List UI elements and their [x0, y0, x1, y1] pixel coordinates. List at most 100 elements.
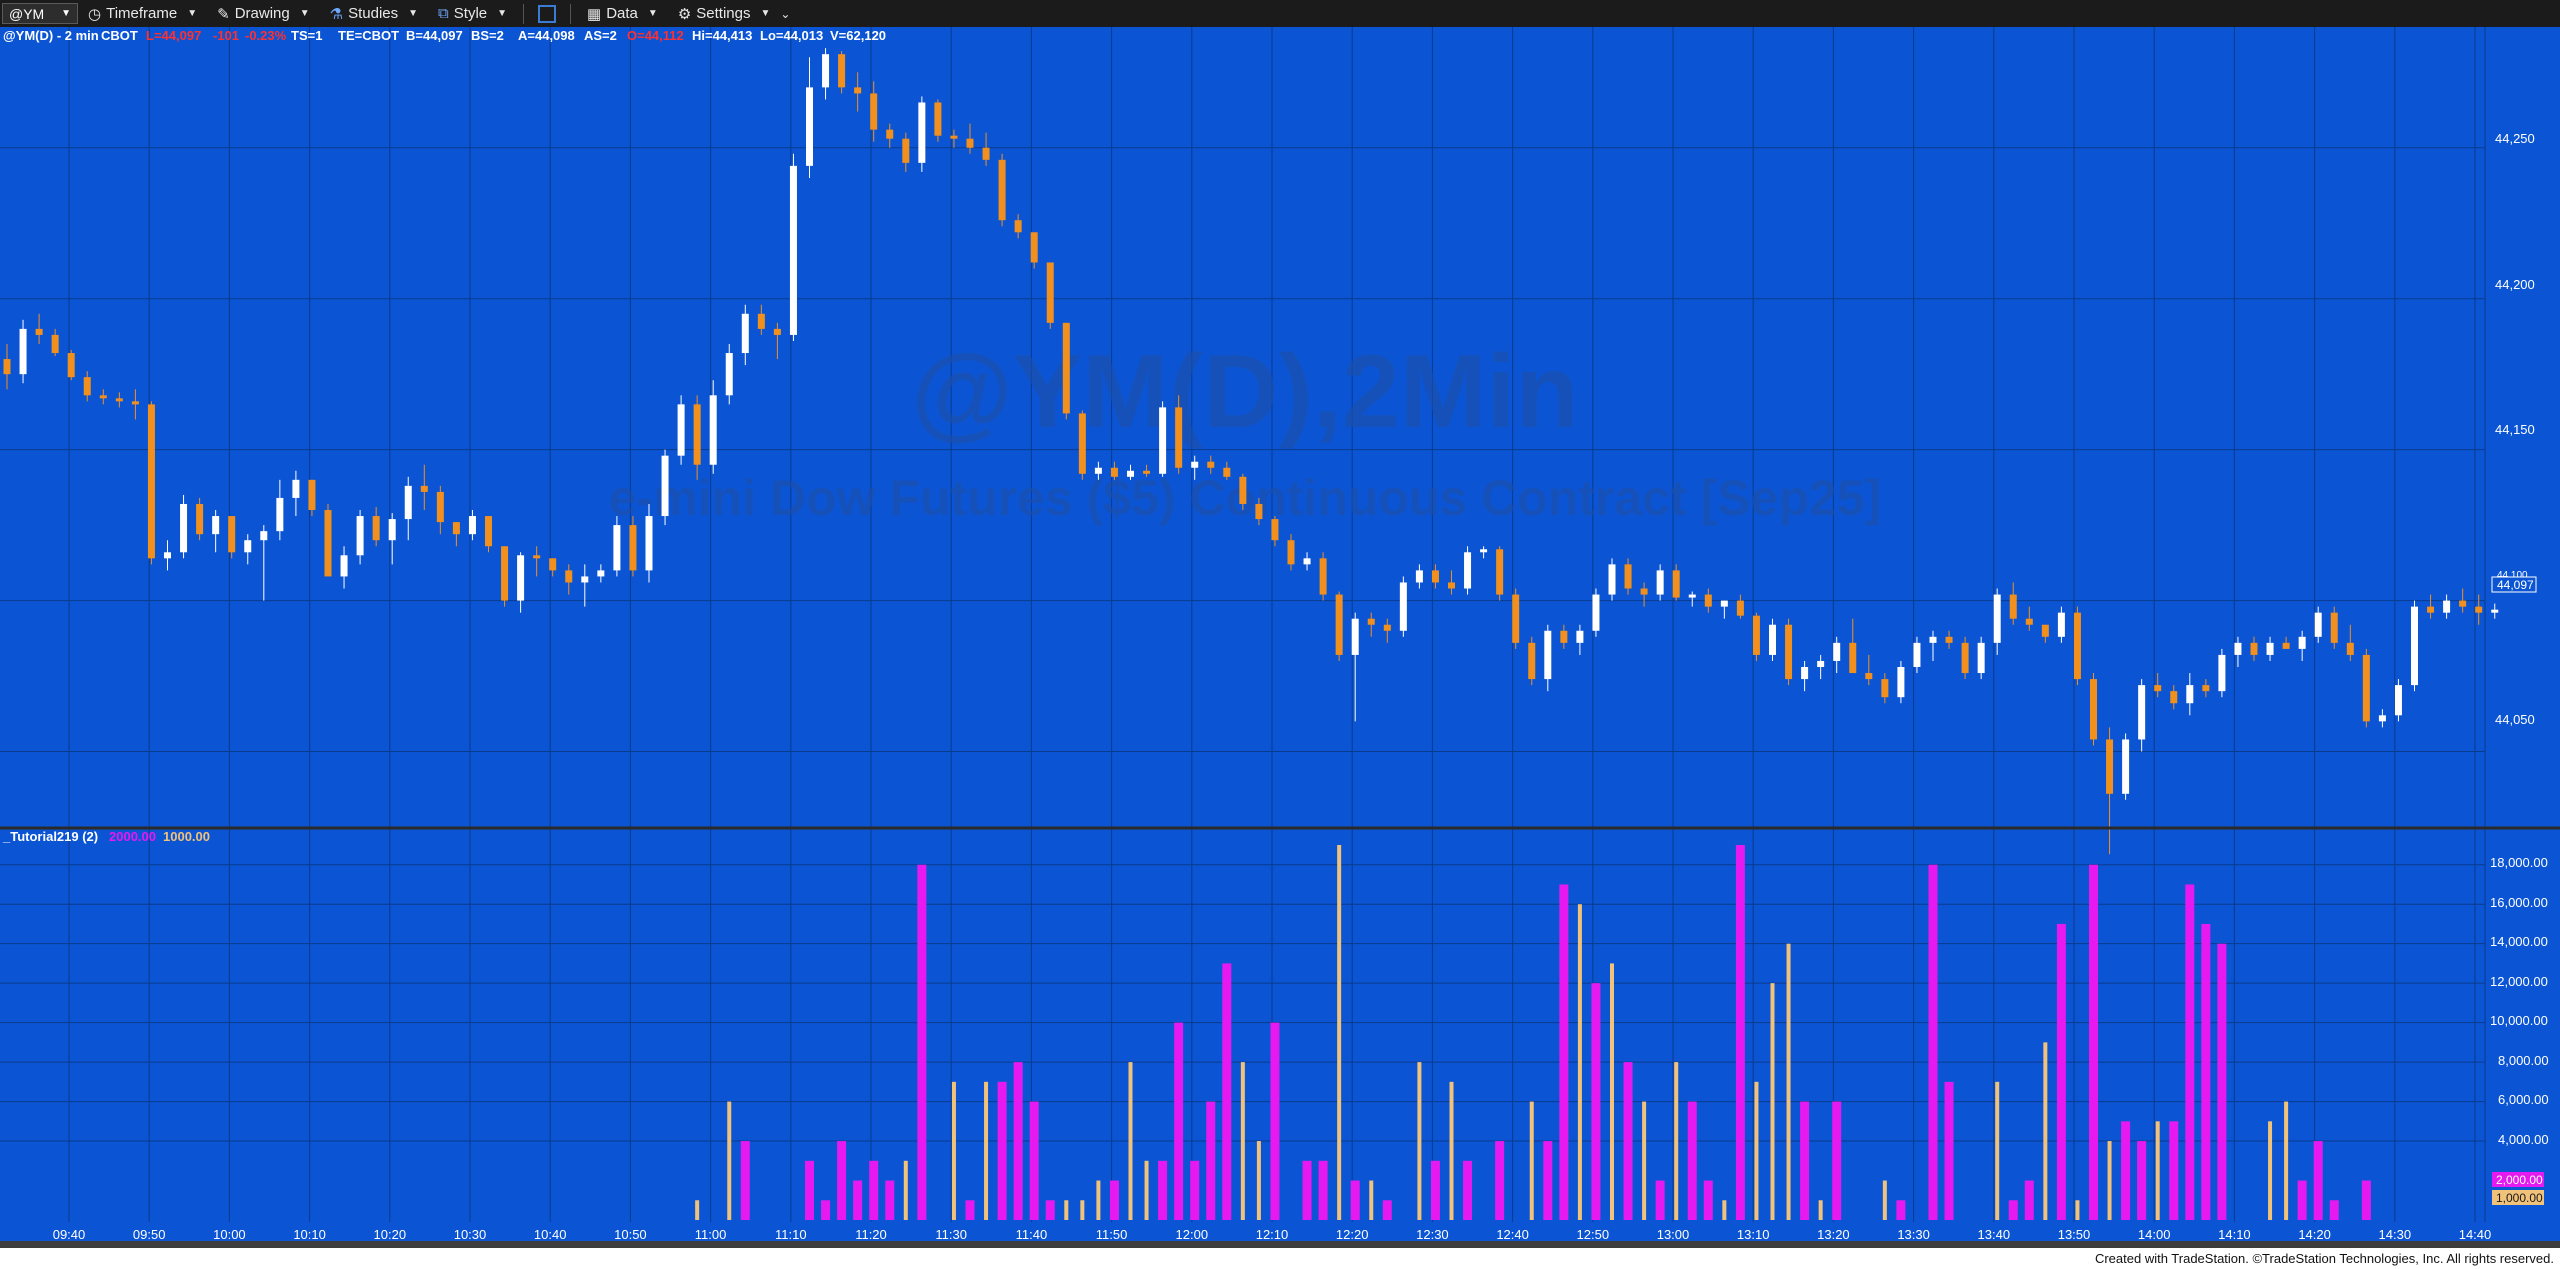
studies-label: Studies — [348, 5, 399, 22]
pencil-icon: ✎ — [217, 5, 230, 23]
gear-icon: ⚙ — [677, 5, 692, 23]
candle — [725, 343, 733, 405]
style-label: Style — [453, 5, 488, 22]
candle-body — [822, 54, 830, 88]
volume-bar — [1591, 983, 1601, 1220]
header-ask-size: AS=2 — [584, 28, 617, 43]
chevron-down-icon: ▼ — [760, 8, 771, 19]
data-button[interactable]: ▦ Data ▼ — [577, 0, 668, 27]
candle-body — [1752, 615, 1760, 655]
time-axis-label: 12:40 — [1496, 1227, 1529, 1242]
horizontal-scrollbar[interactable] — [0, 1241, 2560, 1248]
candle-body — [1496, 549, 1504, 595]
candle — [83, 371, 91, 402]
candle-body — [1897, 667, 1905, 698]
candle-body — [725, 353, 733, 396]
time-axis[interactable]: 09:40 09:50 10:00 10:10 10:20 10:30 10:40 10:50… — [53, 1227, 2492, 1242]
candle-body — [1833, 642, 1841, 661]
volume-bar — [1786, 943, 1791, 1220]
volume-bar — [951, 1081, 956, 1220]
price-axis-label: 44,050 — [2495, 712, 2535, 727]
candle-body — [1303, 558, 1311, 565]
candle-body — [1383, 624, 1391, 631]
candle-body — [452, 522, 460, 535]
candle — [51, 328, 59, 357]
candle-body — [1865, 673, 1873, 680]
candle-body — [709, 395, 717, 465]
candle-body — [950, 135, 958, 139]
candle — [244, 534, 252, 565]
volume-bar — [2169, 1121, 2179, 1220]
candle-body — [886, 129, 894, 139]
candle — [1560, 624, 1568, 649]
candle — [950, 129, 958, 148]
candle-body — [2122, 739, 2130, 794]
candle-body — [2411, 606, 2418, 686]
drawing-button[interactable]: ✎ Drawing ▼ — [207, 0, 320, 27]
candle — [1464, 546, 1472, 595]
candle — [67, 350, 75, 381]
volume-bar — [1190, 1160, 1200, 1220]
candle-body — [485, 516, 492, 547]
time-axis-label: 13:10 — [1737, 1227, 1770, 1242]
candle-body — [2073, 612, 2081, 680]
volume-axis[interactable]: 18,000.00 16,000.00 14,000.00 12,000.00 … — [2490, 855, 2549, 1205]
candle — [340, 546, 348, 589]
volume-bar — [1735, 845, 1745, 1220]
candle-body — [35, 328, 43, 335]
candle-body — [83, 377, 91, 396]
candle-body — [1464, 552, 1472, 589]
candle-body — [2282, 642, 2290, 649]
candle — [597, 564, 605, 583]
studies-button[interactable]: ⚗ Studies ▼ — [320, 0, 428, 27]
volume-bar — [2284, 1101, 2289, 1220]
symbol-text: @YM — [9, 5, 45, 22]
candle-body — [420, 485, 428, 492]
candle-body — [1993, 594, 2001, 643]
candle-body — [902, 138, 910, 163]
volume-bar — [853, 1180, 863, 1220]
flask-icon: ⚗ — [329, 5, 344, 23]
candle — [1399, 576, 1407, 637]
candle — [1881, 673, 1889, 704]
current-price-label: 44,097 — [2497, 578, 2534, 592]
timeframe-button[interactable]: ◷ Timeframe ▼ — [78, 0, 207, 27]
volume-axis-label: 4,000.00 — [2498, 1132, 2549, 1147]
volume-bar — [2075, 1200, 2080, 1220]
candle — [918, 96, 926, 172]
layout-grid-icon[interactable] — [538, 4, 557, 23]
candle — [99, 389, 107, 405]
volume-axis-label: 12,000.00 — [2490, 974, 2548, 989]
indicator-value2: 1000.00 — [163, 829, 210, 844]
candle-body — [308, 479, 316, 511]
candle-body — [228, 516, 236, 553]
price-chart[interactable]: @YM(D),2Min e-mini Dow Futures ($5) Cont… — [0, 27, 2560, 1248]
candle-body — [2009, 594, 2017, 619]
candle — [1014, 214, 1022, 239]
candle — [517, 552, 525, 613]
candle-body — [1624, 564, 1632, 589]
volume-bar — [1655, 1180, 1665, 1220]
candle — [1351, 612, 1359, 722]
time-axis-label: 12:20 — [1336, 1227, 1369, 1242]
settings-button[interactable]: ⚙ Settings ▼ — [668, 0, 781, 27]
more-icon[interactable]: ⌄ — [780, 6, 791, 21]
candle — [1640, 582, 1648, 607]
candle-body — [1078, 413, 1086, 474]
time-axis-label: 12:00 — [1176, 1227, 1209, 1242]
candle-body — [468, 516, 476, 535]
time-axis-label: 14:40 — [2459, 1227, 2492, 1242]
price-axis[interactable]: 44,250 44,200 44,150 44,050 44,100 44,09… — [2491, 131, 2537, 727]
candle-body — [1335, 594, 1343, 655]
chevron-down-icon: ▼ — [187, 8, 198, 19]
volume-bar — [837, 1141, 847, 1220]
style-button[interactable]: ⧉ Style ▼ — [428, 0, 517, 27]
volume-bar — [1995, 1081, 2000, 1220]
volume-bar — [1337, 845, 1342, 1220]
candle — [1367, 612, 1375, 637]
time-axis-label: 11:10 — [775, 1227, 807, 1242]
symbol-selector[interactable]: @YM ▼ — [2, 3, 78, 24]
candle-body — [2154, 685, 2162, 692]
candle-body — [131, 401, 139, 405]
volume-bar — [1928, 864, 1938, 1220]
